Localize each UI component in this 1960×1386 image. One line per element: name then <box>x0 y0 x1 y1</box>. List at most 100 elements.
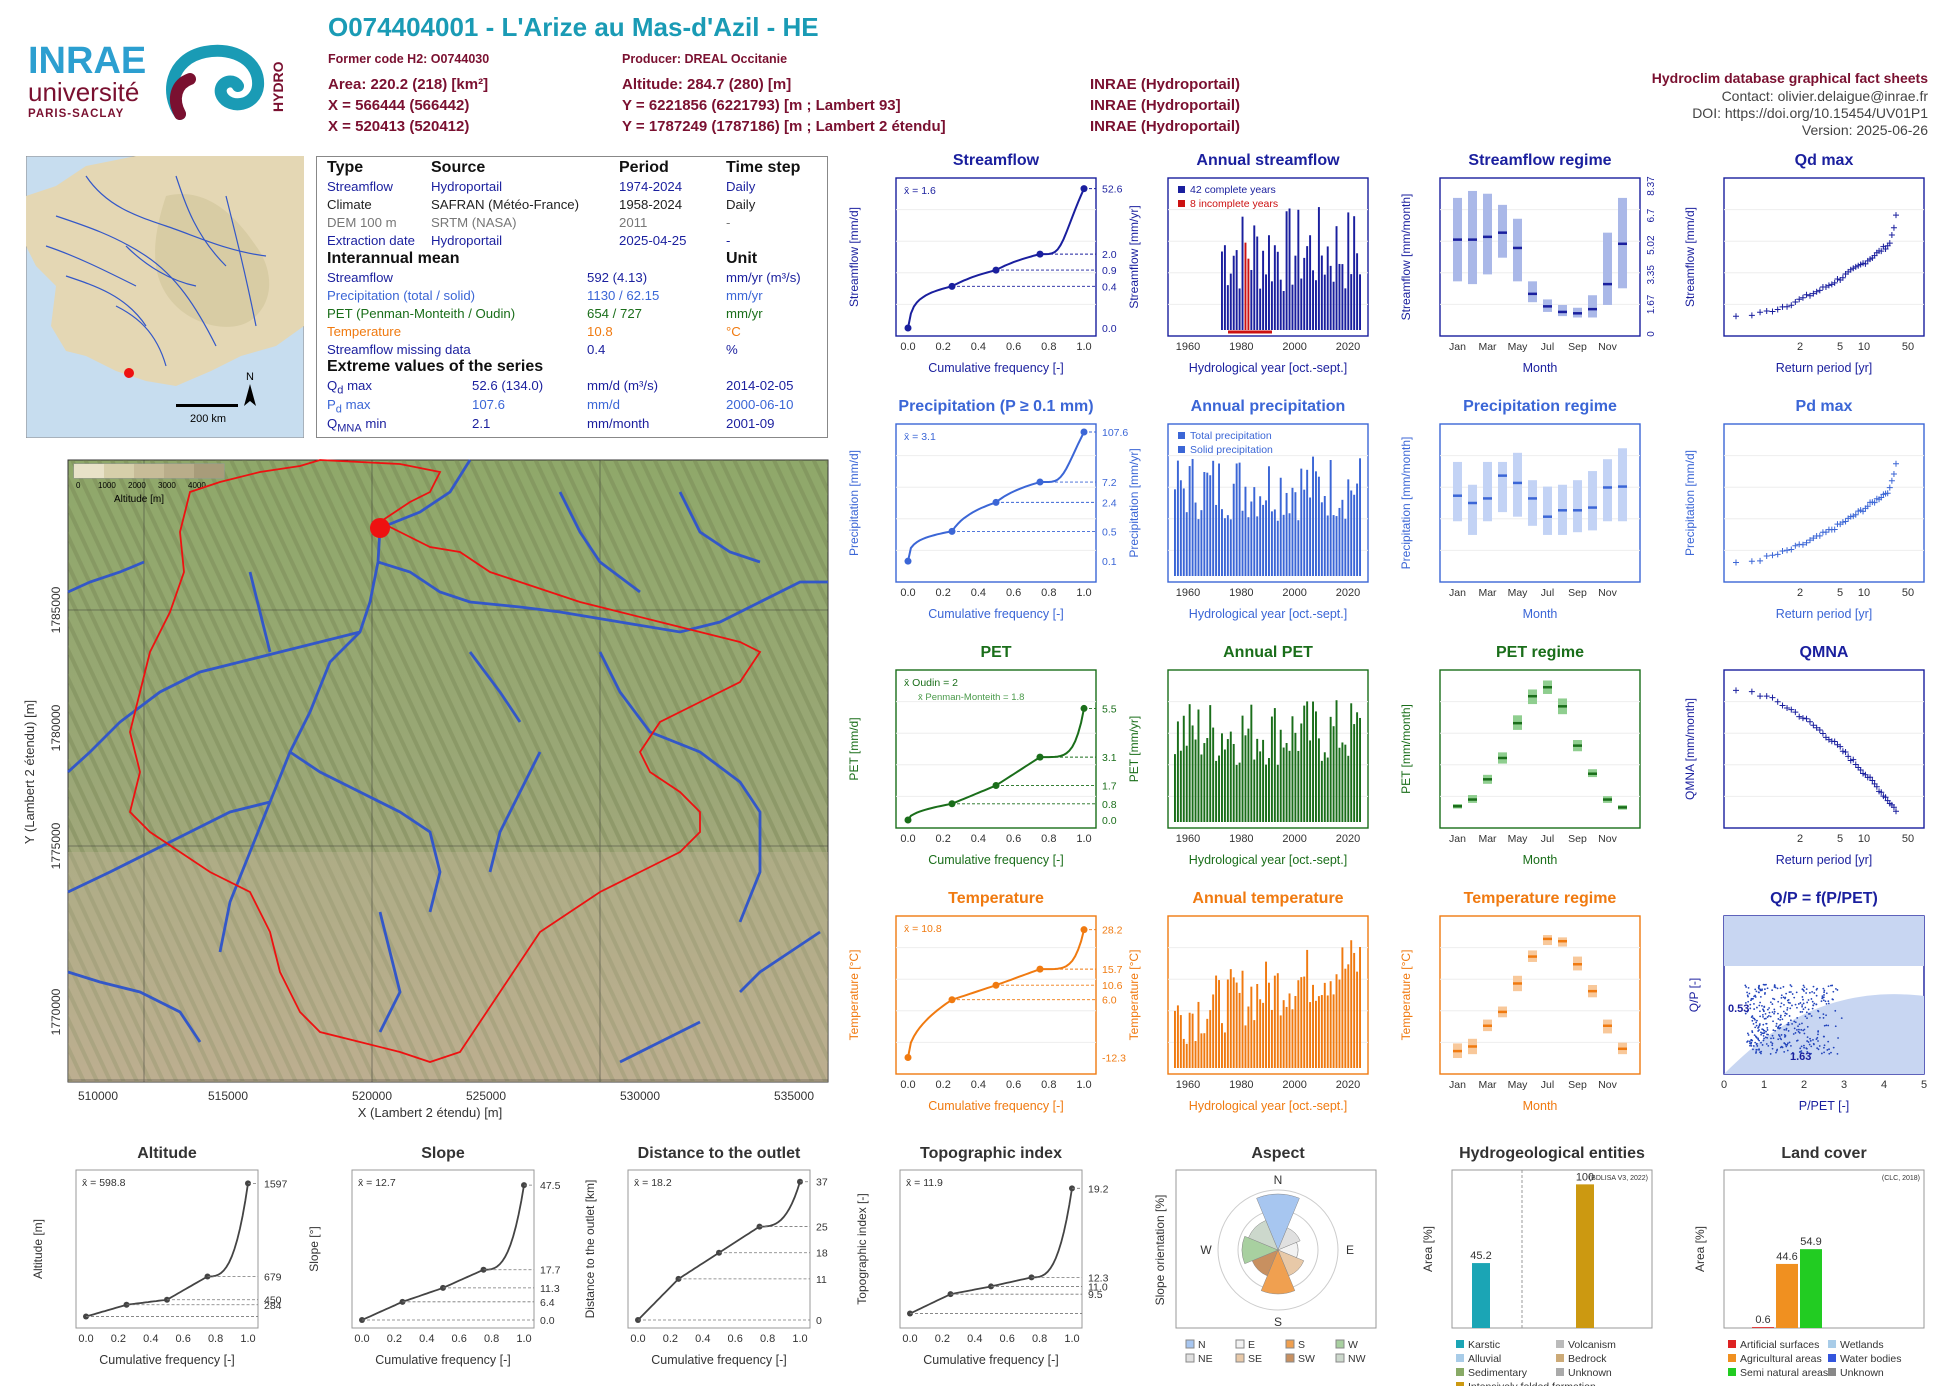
qp-point <box>1773 1012 1775 1015</box>
annual_streamflow-bar <box>1238 288 1241 330</box>
annual_pet-bar <box>1315 711 1317 822</box>
aspect-ring <box>1217 1189 1339 1311</box>
streamflow_regime-month-tick: Nov <box>1598 341 1617 353</box>
qp-point <box>1755 1043 1758 1046</box>
annual_pet-bar <box>1273 708 1276 822</box>
qp-point <box>1784 1012 1787 1015</box>
annual_temp-bar <box>1291 1009 1294 1068</box>
qp-point <box>1786 999 1789 1002</box>
precip_cdf-ylabel: Precipitation [mm/d] <box>847 450 861 556</box>
pd_max-point <box>1810 535 1817 542</box>
doi: DOI: https://doi.org/10.15454/UV01P1 <box>1692 105 1928 121</box>
annual_pet-bar <box>1326 757 1329 822</box>
annual_precip-xtick: 1980 <box>1229 587 1253 599</box>
qp-point <box>1760 1033 1762 1036</box>
annual_streamflow-bar <box>1285 211 1288 330</box>
qp-point <box>1806 1025 1809 1028</box>
qd_max-point <box>1888 232 1895 239</box>
aspect-legend-label: NE <box>1198 1353 1213 1365</box>
qp-point <box>1770 1037 1772 1040</box>
annual_pet-bar <box>1235 764 1238 822</box>
qp-point <box>1831 998 1834 1000</box>
row-climate-period: 1958-2024 <box>619 197 683 212</box>
qmna-label: QMNA min <box>327 416 387 435</box>
slope_cdf-ylabel: Slope [°] <box>307 1226 321 1272</box>
streamflow_cdf-right-tick: 0.9 <box>1102 265 1117 277</box>
qp-point <box>1769 1015 1772 1018</box>
qp-point <box>1777 1018 1780 1020</box>
qp-point <box>1746 994 1749 997</box>
annual_streamflow-bar <box>1306 246 1309 330</box>
qp-point <box>1794 1032 1797 1034</box>
distance_cdf-right-tick: 11 <box>816 1274 827 1286</box>
annual_pet-bar <box>1226 739 1229 822</box>
pet_cdf-title: PET <box>980 644 1011 661</box>
qp-point <box>1779 987 1782 990</box>
row-dem-type: DEM 100 m <box>327 215 397 230</box>
annual_pet-bar <box>1232 743 1235 822</box>
annual_streamflow-bar <box>1229 273 1232 330</box>
qp-point <box>1816 1047 1819 1050</box>
qd_max-xlabel: Return period [yr] <box>1776 361 1873 375</box>
annual_pet-bar <box>1300 723 1303 822</box>
qp-point <box>1791 993 1794 995</box>
annual_temp-bar <box>1265 961 1267 1068</box>
land-cover-legend-swatch <box>1728 1340 1736 1348</box>
qmna-point <box>1847 757 1854 764</box>
annual_pet-xtick: 1960 <box>1176 833 1200 845</box>
pd_max-point <box>1788 546 1795 553</box>
qp-point <box>1771 1047 1774 1050</box>
qp-point <box>1781 1018 1784 1021</box>
annual_temp-bar <box>1212 994 1215 1068</box>
qp-point <box>1757 991 1760 994</box>
streamflow_regime-xlabel: Month <box>1523 361 1558 375</box>
annual_pet-xlabel: Hydrological year [oct.-sept.] <box>1189 853 1347 867</box>
annual_pet-bar <box>1185 745 1188 822</box>
qp-point <box>1763 1010 1765 1013</box>
temp_cdf-right-tick: -12.3 <box>1102 1052 1126 1064</box>
qdmax-value: 52.6 (134.0) <box>472 378 544 393</box>
qp-point <box>1777 1038 1780 1041</box>
altitude_cdf-ylabel: Altitude [m] <box>31 1219 45 1279</box>
catchment-map: 0 1000 2000 3000 4000 Altitude [m] 51000… <box>22 459 829 1120</box>
precip_cdf-xtick: 0.4 <box>971 587 986 599</box>
streamflow_regime-box <box>1483 193 1492 275</box>
alt-legend-tick-2: 2000 <box>128 481 146 490</box>
pdmax-subscript: d <box>335 403 342 416</box>
annual_temp-bar <box>1315 1000 1317 1068</box>
qp-point <box>1764 1036 1767 1039</box>
pd_max-point <box>1774 551 1781 558</box>
pd_max-point <box>1842 518 1849 525</box>
qp-point <box>1809 1039 1812 1042</box>
distance_cdf-xtick: 0.0 <box>630 1333 645 1345</box>
annual_streamflow-bar <box>1265 274 1267 330</box>
annual_pet-bar <box>1203 743 1206 822</box>
row-extract-type: Extraction date <box>327 233 415 248</box>
annual_precip-bar <box>1276 520 1279 576</box>
annual_precip-bar <box>1309 497 1312 576</box>
aspect-legend-swatch <box>1285 1353 1295 1363</box>
annual_streamflow-bar <box>1326 246 1329 330</box>
annual_temp-bar <box>1179 1015 1182 1068</box>
qp-point <box>1823 1044 1826 1047</box>
slope_cdf-xtick: 0.6 <box>452 1333 467 1345</box>
qp-point <box>1801 1004 1804 1006</box>
qp-point <box>1780 1045 1783 1048</box>
pd_max-frame <box>1723 423 1925 583</box>
aspect-legend-swatch <box>1335 1353 1345 1363</box>
streamflow_cdf-right-tick: 2.0 <box>1102 249 1117 261</box>
qp-point <box>1827 1024 1830 1027</box>
qp-point <box>1821 997 1824 1000</box>
aspect-sector-S <box>1260 1249 1296 1295</box>
annual_temp-bar <box>1268 982 1270 1068</box>
north-label: N <box>246 371 254 383</box>
pd_max-point <box>1860 508 1867 515</box>
pet_regime-month-tick: Nov <box>1598 833 1617 845</box>
annual_precip-bar <box>1235 463 1238 576</box>
qp-point <box>1776 1048 1779 1051</box>
pet_regime-xlabel: Month <box>1523 853 1558 867</box>
streamflow_regime-box <box>1558 304 1567 317</box>
qp-point <box>1832 1046 1835 1049</box>
aspect-legend-label: NW <box>1348 1353 1366 1365</box>
